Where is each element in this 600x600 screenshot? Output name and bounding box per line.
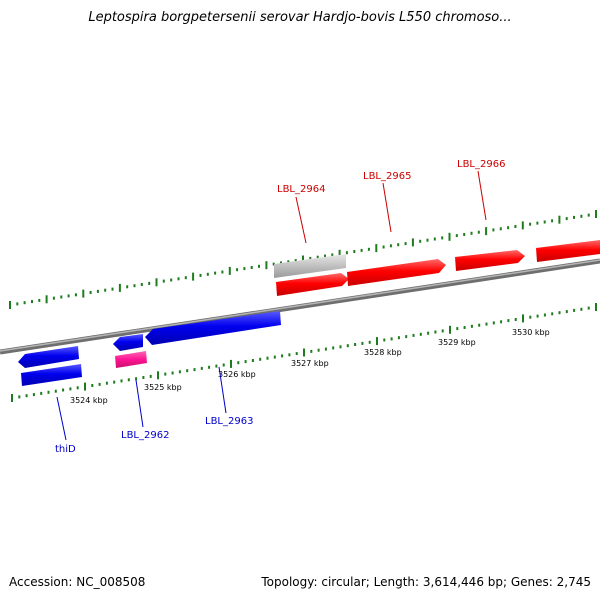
lower-tick-track (11, 303, 597, 402)
gene-label-lbl-2965: LBL_2965 (363, 171, 411, 182)
upper-tick-track (9, 210, 597, 309)
scale-label-3530: 3530 kbp (512, 328, 550, 337)
scale-label-3528: 3528 kbp (364, 348, 402, 357)
label-leaders (56, 170, 487, 441)
forward-gene-track (274, 240, 600, 296)
gene-partial-right[interactable] (536, 240, 600, 262)
chromosome-backbone (0, 258, 600, 355)
scale-label-3526: 3526 kbp (218, 370, 256, 379)
scale-label-3525: 3525 kbp (144, 383, 182, 392)
gene-label-lbl-2966: LBL_2966 (457, 159, 505, 170)
gene-partial-blue[interactable] (113, 334, 143, 351)
gene-label-lbl-2964: LBL_2964 (277, 184, 325, 195)
gene-lbl-2962[interactable] (115, 351, 147, 368)
gene-label-lbl-2963: LBL_2963 (205, 416, 253, 427)
map-title: Leptospira borgpetersenii serovar Hardjo… (88, 10, 512, 25)
pseudo-gene-grey[interactable] (274, 254, 346, 278)
gene-lbl-2963[interactable] (145, 311, 281, 345)
gene-lbl-2964[interactable] (276, 273, 349, 296)
gene-label-lbl-2962: LBL_2962 (121, 430, 169, 441)
gene-lbl-2965[interactable] (347, 259, 446, 286)
gene-label-thid: thiD (55, 444, 76, 455)
gene-thid-lower[interactable] (21, 364, 82, 386)
scale-label-3529: 3529 kbp (438, 338, 476, 347)
scale-label-3527: 3527 kbp (291, 359, 329, 368)
accession-text: Accession: NC_008508 (9, 575, 146, 589)
gene-thid[interactable] (18, 346, 79, 368)
reverse-gene-track (18, 311, 281, 386)
scale-label-3524: 3524 kbp (70, 396, 108, 405)
genome-summary-text: Topology: circular; Length: 3,614,446 bp… (261, 575, 591, 589)
gene-lbl-2966[interactable] (455, 250, 525, 271)
